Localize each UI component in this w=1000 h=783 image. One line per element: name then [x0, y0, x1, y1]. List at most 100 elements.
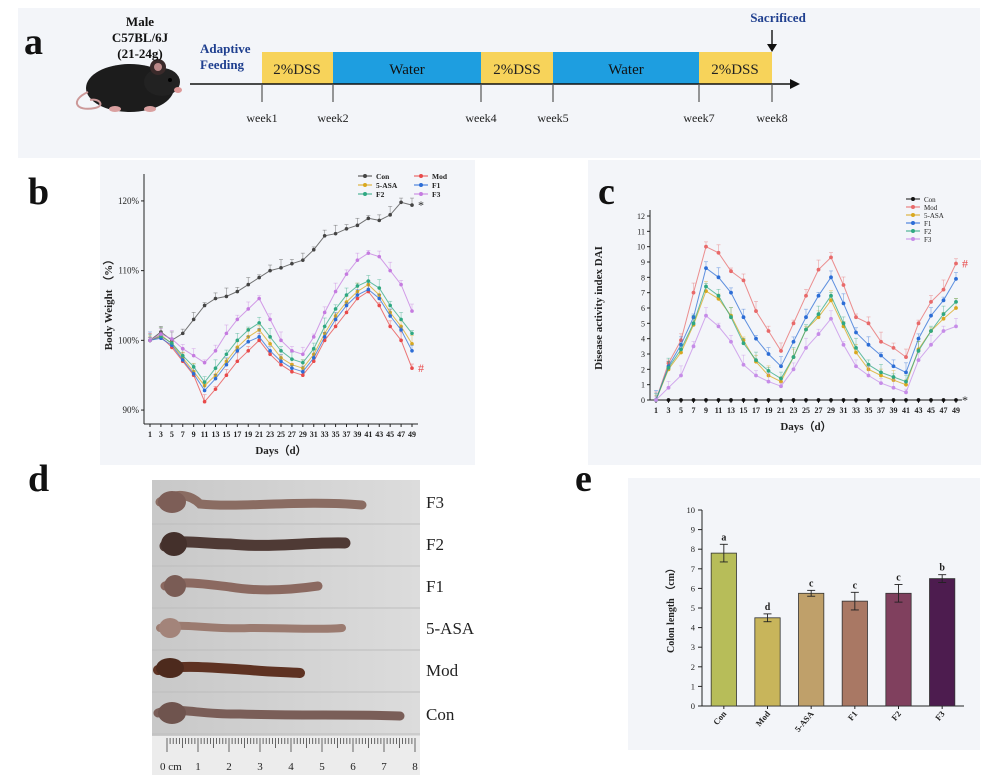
y-axis-label: Disease activity index DAI — [593, 246, 605, 370]
data-point-f3 — [879, 381, 883, 385]
data-point-f1 — [867, 343, 871, 347]
legend-swatch-dot — [911, 213, 915, 217]
data-point-mod — [829, 256, 833, 260]
data-point-mod — [236, 359, 240, 363]
data-point-mod — [804, 294, 808, 298]
y-tick-label: 110% — [118, 266, 139, 276]
data-point-f3 — [904, 390, 908, 394]
significance-marker: # — [962, 257, 968, 271]
legend-label-f2: F2 — [924, 228, 932, 236]
legend-label-mod: Mod — [432, 172, 448, 181]
week-label-7: week7 — [683, 111, 714, 125]
x-tick-label: Con — [711, 709, 729, 727]
x-tick-label: 41 — [364, 430, 372, 439]
data-point-con — [742, 398, 746, 402]
x-tick-label: 47 — [940, 406, 948, 415]
x-tick-label: 17 — [752, 406, 760, 415]
data-point-mod — [377, 304, 381, 308]
data-point-f2 — [854, 346, 858, 350]
data-point-con — [729, 398, 733, 402]
x-axis-label: Days（d） — [255, 444, 306, 457]
data-point-con — [817, 398, 821, 402]
y-tick-label: 100% — [118, 335, 140, 345]
data-point-con — [942, 398, 946, 402]
bar-f1 — [842, 601, 867, 706]
data-point-f1 — [301, 370, 305, 374]
data-point-f3 — [367, 251, 371, 255]
data-point-f2 — [667, 366, 671, 370]
data-point-f3 — [148, 339, 152, 343]
data-point-mod — [246, 349, 250, 353]
x-tick-label: 21 — [777, 406, 785, 415]
x-tick-label: 25 — [277, 430, 285, 439]
data-point-f1 — [377, 297, 381, 301]
data-point-f3 — [929, 343, 933, 347]
data-point-f2 — [410, 332, 414, 336]
y-tick-label: 7 — [691, 564, 695, 574]
data-point-f1 — [388, 314, 392, 318]
data-point-con — [704, 398, 708, 402]
data-point-f1 — [367, 288, 371, 292]
data-point-f3 — [779, 384, 783, 388]
y-tick-label: 7 — [641, 289, 645, 298]
data-point-f2 — [742, 341, 746, 345]
data-point-f2 — [929, 329, 933, 333]
data-point-f3 — [388, 269, 392, 273]
x-tick-label: 5-ASA — [793, 708, 817, 734]
data-point-con — [192, 318, 196, 322]
data-point-f3 — [679, 374, 683, 378]
x-tick-label: 7 — [692, 406, 696, 415]
group-label-f3: F3 — [426, 493, 444, 512]
data-point-f1 — [290, 366, 294, 370]
data-point-f3 — [704, 314, 708, 318]
data-point-f1 — [779, 364, 783, 368]
x-tick-label: 27 — [815, 406, 823, 415]
data-point-mod — [879, 340, 883, 344]
data-point-f3 — [214, 349, 218, 353]
data-point-f3 — [892, 386, 896, 390]
x-tick-label: 15 — [740, 406, 748, 415]
legend-label-f1: F1 — [432, 181, 441, 190]
legend-swatch-dot — [911, 229, 915, 233]
sacrificed-arrow-head — [767, 44, 777, 52]
data-point-con — [225, 295, 229, 299]
legend-swatch-dot — [363, 174, 367, 178]
data-point-mod — [203, 400, 207, 404]
x-tick-label: 35 — [332, 430, 340, 439]
data-point-mod — [917, 321, 921, 325]
data-point-f3 — [377, 255, 381, 259]
data-point-f1 — [929, 314, 933, 318]
segment-label-5: 2%DSS — [711, 62, 759, 78]
data-point-mod — [301, 373, 305, 377]
data-point-mod — [692, 291, 696, 295]
legend-label-f2: F2 — [376, 190, 385, 199]
colon-strip-f2 — [165, 542, 345, 546]
data-point-f3 — [692, 344, 696, 348]
data-point-f1 — [954, 277, 958, 281]
data-point-mod — [929, 300, 933, 304]
data-point-con — [779, 398, 783, 402]
y-tick-label: 11 — [637, 227, 645, 236]
data-point-f3 — [225, 332, 229, 336]
x-tick-label: 5 — [679, 406, 683, 415]
data-point-f1 — [879, 354, 883, 358]
data-point-f3 — [667, 386, 671, 390]
data-point-f2 — [779, 377, 783, 381]
group-label-5asa: 5-ASA — [426, 619, 475, 638]
group-label-f1: F1 — [426, 577, 444, 596]
significance-letter: a — [721, 532, 726, 543]
data-point-mod — [334, 325, 338, 329]
x-tick-label: 45 — [386, 430, 394, 439]
data-point-f3 — [754, 374, 758, 378]
x-tick-label: F1 — [846, 709, 860, 723]
data-point-con — [954, 398, 958, 402]
y-tick-label: 8 — [691, 544, 695, 554]
mouse-label-line-1: Male — [126, 14, 154, 29]
data-point-f2 — [367, 279, 371, 283]
x-tick-label: 15 — [222, 430, 230, 439]
group-label-con: Con — [426, 705, 455, 724]
data-point-f1 — [704, 266, 708, 270]
data-point-con — [279, 266, 283, 270]
data-point-mod — [717, 251, 721, 255]
data-point-con — [892, 398, 896, 402]
